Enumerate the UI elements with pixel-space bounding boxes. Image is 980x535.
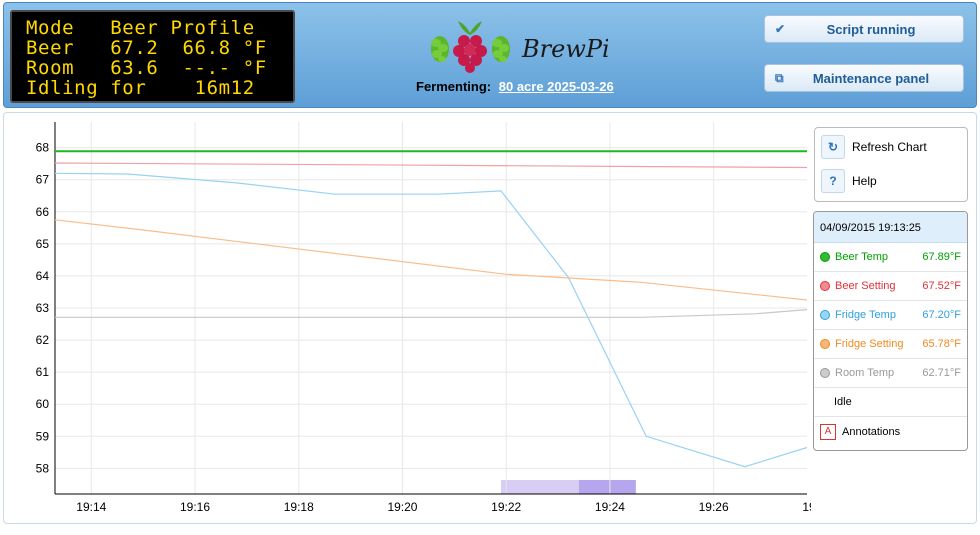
refresh-chart-button[interactable]: ↻ Refresh Chart (821, 135, 927, 159)
series-line (54, 162, 808, 169)
x-tick-label: 19:22 (491, 500, 521, 514)
y-tick-label: 65 (36, 237, 50, 251)
legend-series-toggle[interactable]: Fridge Temp 67.20°F (814, 301, 967, 330)
y-tick-label: 59 (36, 429, 50, 443)
x-tick-label: 19:20 (387, 500, 417, 514)
legend-idle-row: Idle (814, 388, 967, 417)
help-icon: ? (821, 169, 845, 193)
legend-series-label: Beer Temp (835, 251, 888, 263)
chart-controls: ↻ Refresh Chart ? Help (814, 127, 968, 202)
series-line (54, 172, 808, 468)
raspberry-icon (453, 21, 487, 73)
series-color-dot (820, 368, 830, 378)
series-color-dot (820, 310, 830, 320)
idle-band (501, 480, 579, 494)
series-line (55, 309, 808, 318)
chart-legend: 04/09/2015 19:13:25 Beer Temp 67.89°F Beer… (813, 211, 968, 451)
y-tick-label: 63 (36, 301, 50, 315)
y-tick-label: 66 (36, 205, 50, 219)
script-running-label: Script running (826, 21, 916, 37)
lcd-line-mode: Mode Beer Profile (26, 17, 255, 39)
y-tick-label: 64 (36, 269, 50, 283)
y-tick-label: 62 (36, 333, 50, 347)
lcd-line-beer: Beer 67.2 66.8 °F (26, 37, 267, 59)
y-tick-label: 60 (36, 397, 50, 411)
legend-series-label: Room Temp (835, 367, 895, 379)
beer-name-link[interactable]: 80 acre 2025-03-26 (498, 79, 614, 94)
legend-idle-label: Idle (834, 396, 852, 408)
lcd-line-state: Idling for 16m12 (26, 77, 255, 99)
series-color-dot (820, 281, 830, 291)
legend-series-value: 62.71°F (922, 367, 961, 379)
x-tick-label: 19:18 (284, 500, 314, 514)
series-color-dot (820, 339, 830, 349)
legend-series-label: Fridge Temp (835, 309, 896, 321)
legend-series-value: 67.89°F (922, 251, 961, 263)
refresh-chart-label: Refresh Chart (852, 140, 927, 154)
x-tick-label: 19:14 (76, 500, 106, 514)
lcd-display: Mode Beer Profile Beer 67.2 66.8 °F Room… (10, 10, 295, 103)
y-tick-label: 67 (36, 173, 50, 187)
idle-band (578, 480, 636, 494)
hop-left-icon (431, 36, 449, 62)
legend-series-toggle[interactable]: Beer Temp 67.89°F (814, 243, 967, 272)
legend-series-label: Beer Setting (835, 280, 896, 292)
series-line (54, 219, 808, 301)
x-tick-label: 19:24 (595, 500, 625, 514)
maintenance-panel-label: Maintenance panel (812, 70, 930, 86)
script-running-button[interactable]: ✔ Script running (764, 15, 964, 43)
help-button[interactable]: ? Help (821, 169, 877, 193)
temperature-chart[interactable]: 58 59 60 61 62 63 64 65 66 67 68 19:14 19:16 19:18 19:… (3, 114, 811, 520)
legend-series-toggle[interactable]: Fridge Setting 65.78°F (814, 330, 967, 359)
brewpi-logo: BrewPi (431, 21, 608, 73)
x-tick-label: 19:28 (802, 500, 811, 514)
legend-series-toggle[interactable]: Room Temp 62.71°F (814, 359, 967, 388)
maintenance-panel-button[interactable]: ⧉ Maintenance panel (764, 64, 964, 92)
legend-series-value: 65.78°F (922, 338, 961, 350)
checkmark-icon: ✔ (775, 22, 786, 36)
annotations-label: Annotations (842, 425, 901, 438)
x-tick-label: 19:26 (699, 500, 729, 514)
y-tick-label: 68 (36, 141, 50, 155)
fermenting-label: Fermenting: (416, 79, 492, 94)
refresh-icon: ↻ (821, 135, 845, 159)
series-color-dot (820, 252, 830, 262)
legend-timestamp: 04/09/2015 19:13:25 (814, 212, 967, 243)
fermenting-info: Fermenting: 80 acre 2025-03-26 (416, 79, 614, 94)
legend-series-label: Fridge Setting (835, 338, 904, 350)
annotations-icon: A (820, 423, 836, 440)
legend-series-toggle[interactable]: Beer Setting 67.52°F (814, 272, 967, 301)
legend-series-value: 67.52°F (922, 280, 961, 292)
lcd-line-room: Room 63.6 --.- °F (26, 57, 267, 79)
annotations-toggle[interactable]: A Annotations (814, 417, 967, 446)
y-tick-label: 61 (36, 365, 50, 379)
logo-text: BrewPi (521, 35, 608, 63)
hop-right-icon (492, 36, 510, 62)
help-label: Help (852, 174, 877, 188)
x-tick-label: 19:16 (180, 500, 210, 514)
window-icon: ⧉ (775, 70, 784, 85)
y-tick-label: 58 (36, 461, 50, 475)
legend-series-value: 67.20°F (922, 309, 961, 321)
header-bar: Mode Beer Profile Beer 67.2 66.8 °F Room… (3, 2, 977, 108)
